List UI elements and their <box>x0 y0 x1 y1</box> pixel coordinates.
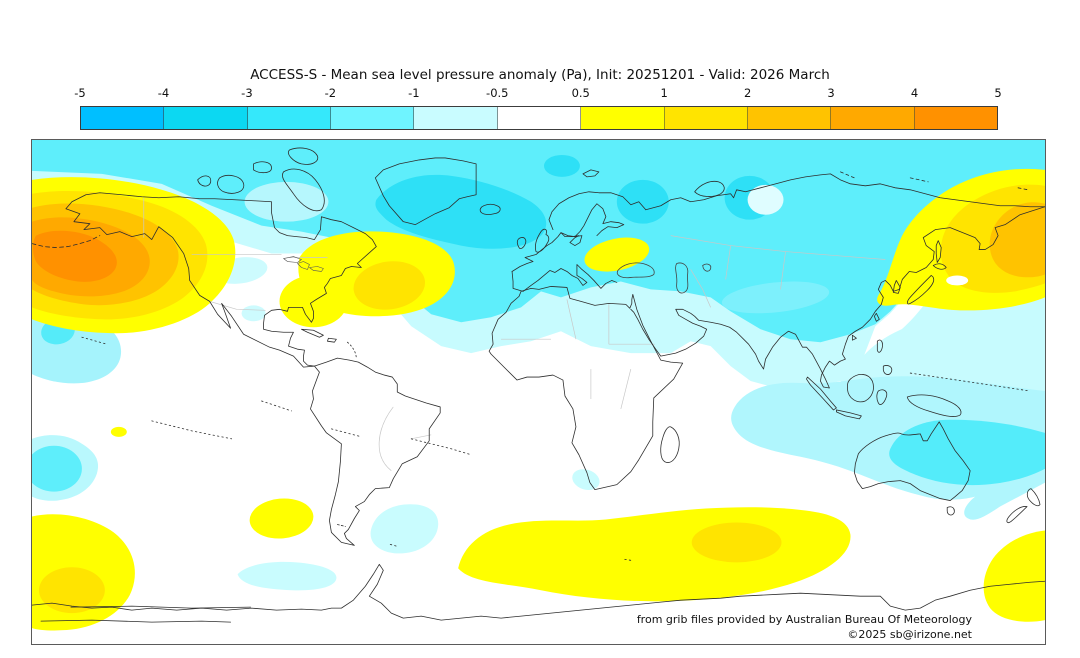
colorbar-segment <box>81 107 165 129</box>
colorbar-tick-label: -1 <box>408 86 420 100</box>
colorbar-segment <box>747 107 832 129</box>
colorbar-segment <box>247 107 332 129</box>
copyright-text: ©2025 sb@irizone.net <box>847 628 972 641</box>
colorbar-tick-label: -2 <box>324 86 337 100</box>
colorbar-segment <box>414 107 498 129</box>
world-map: from grib files provided by Australian B… <box>31 139 1046 645</box>
colorbar-tick-label: 3 <box>827 86 835 100</box>
colorbar <box>80 106 998 130</box>
colorbar-tick-label: -5 <box>74 86 86 100</box>
colorbar-tick-label: 1 <box>660 86 668 100</box>
negative-anomaly-layers <box>32 140 1045 591</box>
colorbar-tick-label: 4 <box>910 86 919 100</box>
colorbar-tick-label: 0.5 <box>571 86 590 100</box>
positive-anomaly-layers <box>32 168 1045 631</box>
colorbar-segment <box>581 107 665 129</box>
colorbar-tick-label: -3 <box>241 86 253 100</box>
colorbar-segment <box>164 107 248 129</box>
coastlines <box>32 147 1045 623</box>
colorbar-segment <box>664 107 748 129</box>
attribution-text: from grib files provided by Australian B… <box>636 613 972 626</box>
colorbar-tick-label: 5 <box>994 86 1002 100</box>
attribution: from grib files provided by Australian B… <box>637 612 972 642</box>
colorbar-ticks: -5 -4 -3 -2 -1 -0.5 0.5 1 2 3 4 5 <box>74 86 1002 102</box>
colorbar-tick-label: -4 <box>157 86 170 100</box>
chart-title: ACCESS-S - Mean sea level pressure anoma… <box>250 67 830 83</box>
colorbar-segment <box>914 107 997 129</box>
colorbar-segment <box>831 107 915 129</box>
colorbar-tick-label: -0.5 <box>486 86 509 100</box>
colorbar-segment <box>331 107 415 129</box>
colorbar-tick-label: 2 <box>743 86 752 100</box>
map-canvas <box>32 140 1045 631</box>
colorbar-segment <box>497 107 582 129</box>
